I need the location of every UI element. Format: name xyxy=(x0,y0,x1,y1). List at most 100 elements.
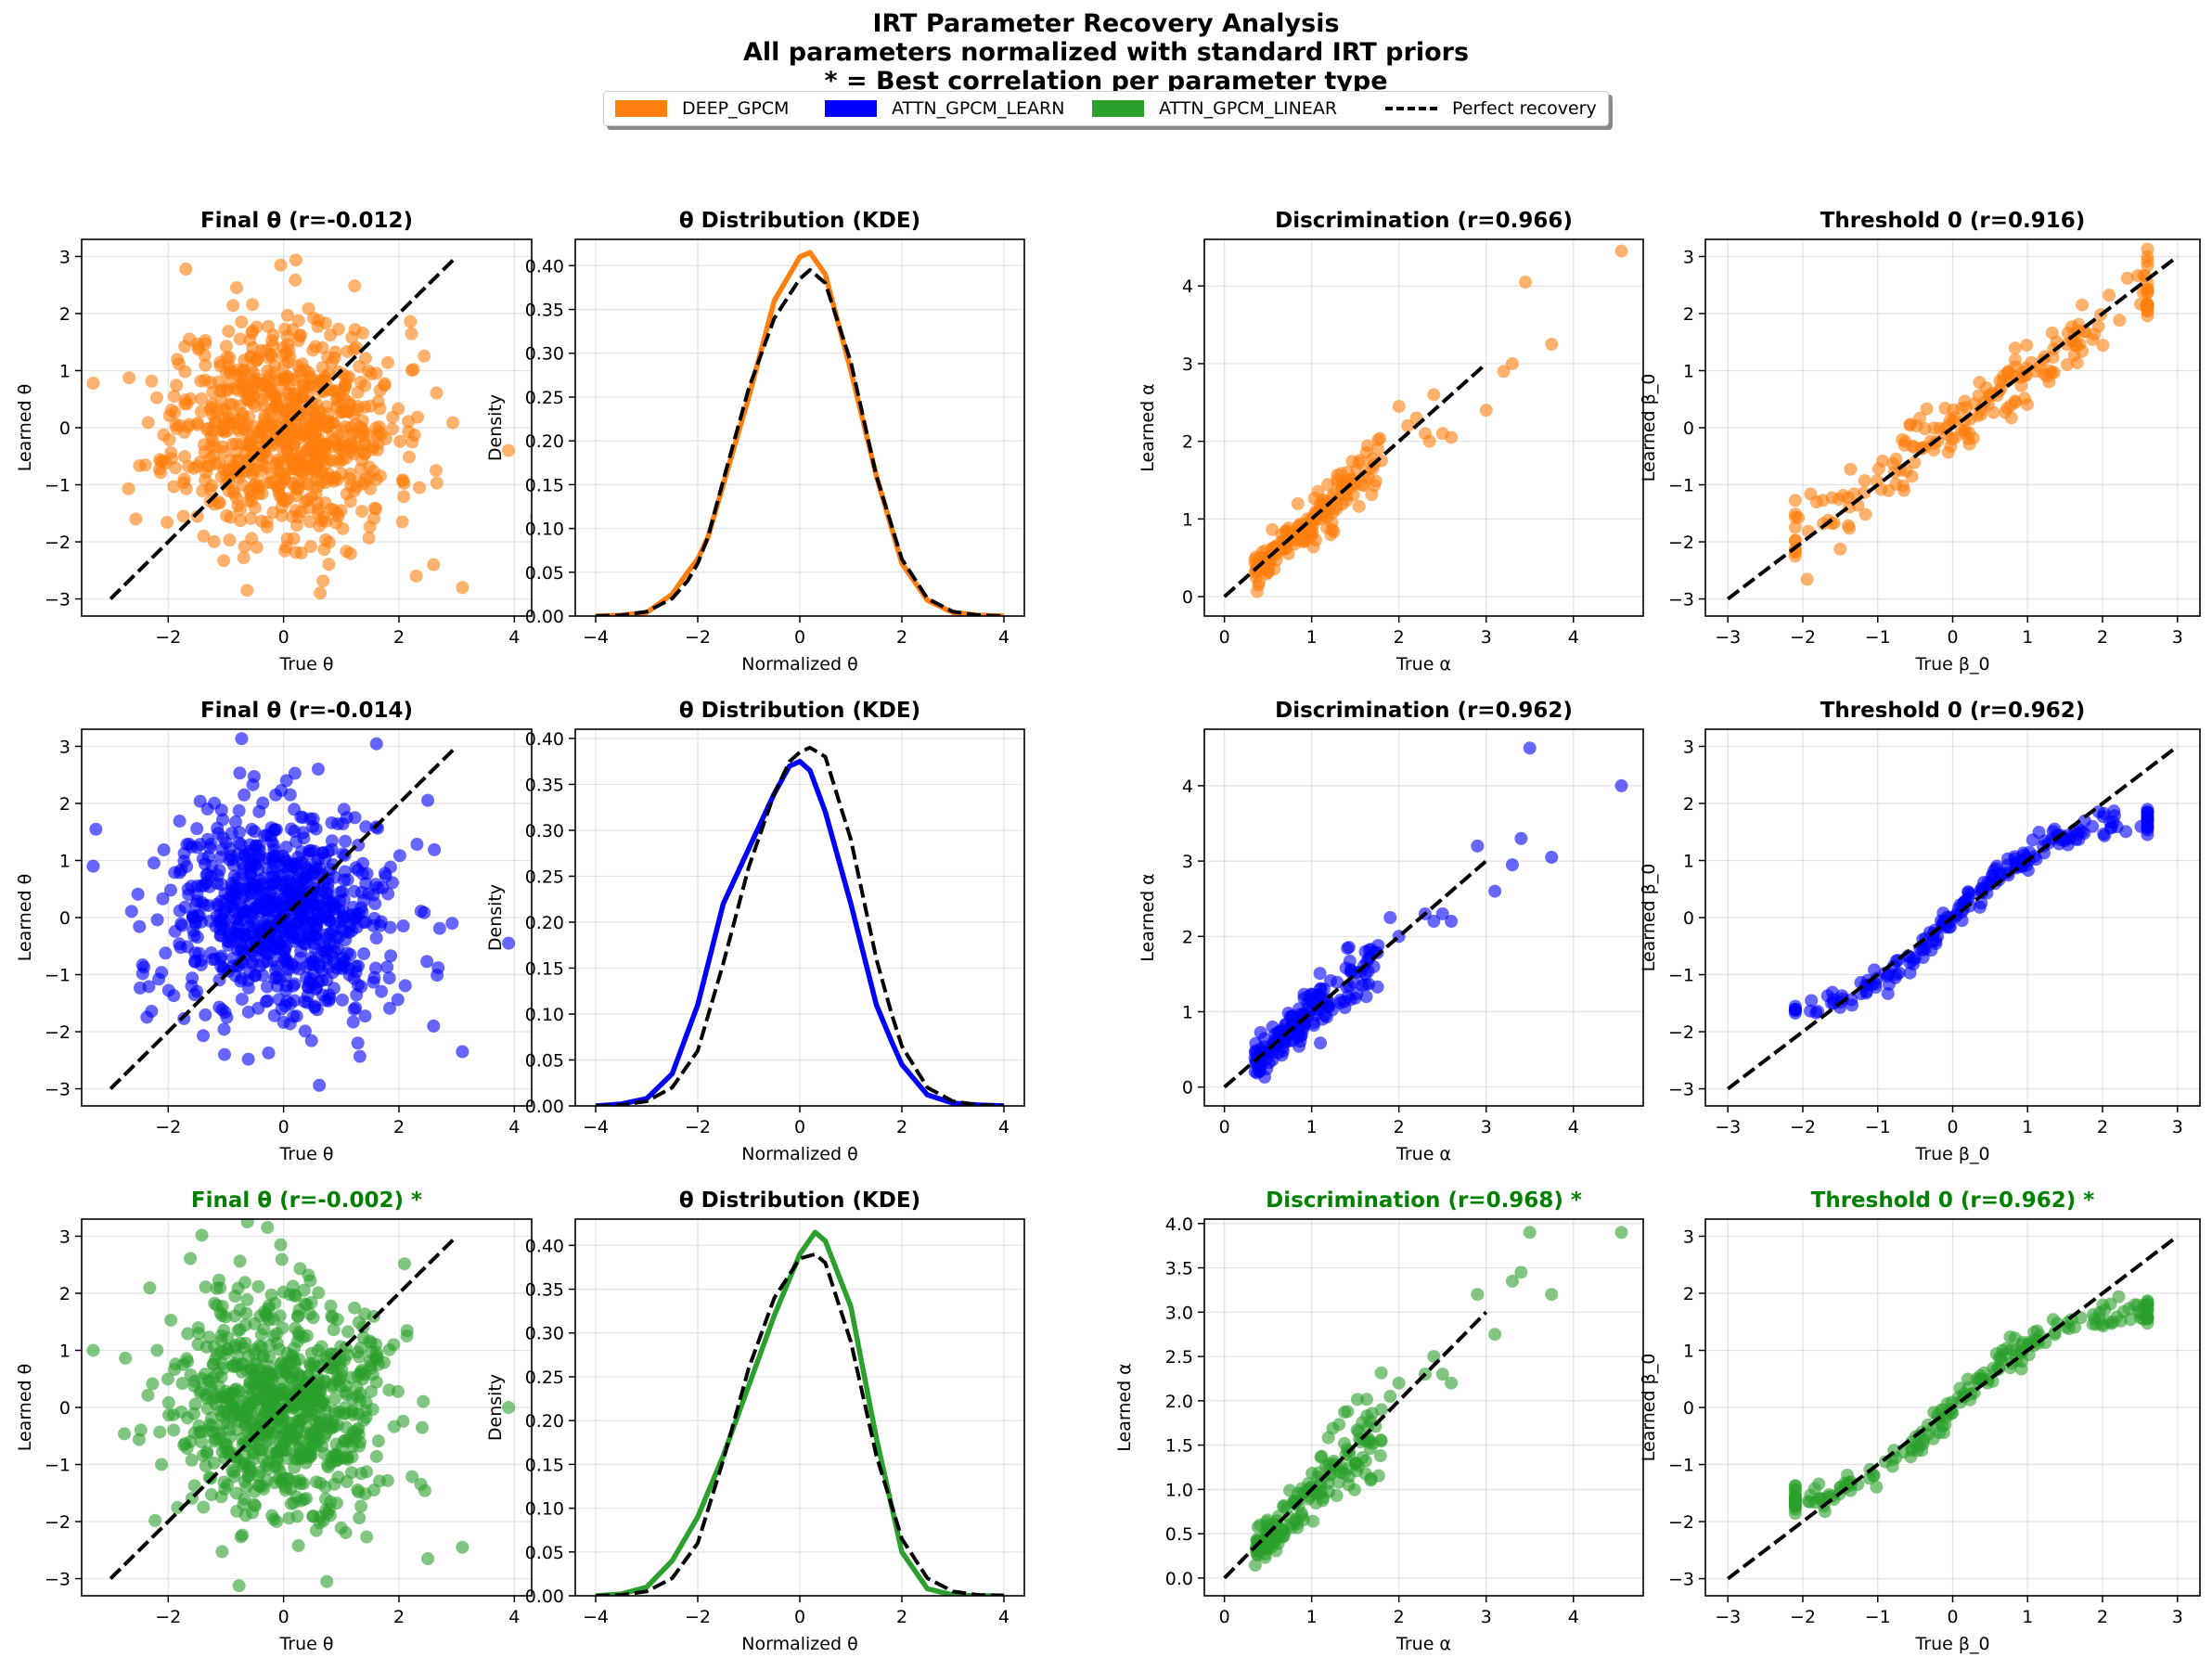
y-tick-label: 0.15 xyxy=(525,1455,564,1475)
y-tick-label: 1 xyxy=(1182,1003,1193,1023)
data-point xyxy=(240,1292,254,1306)
data-point xyxy=(1338,1406,1352,1420)
reference-density-line xyxy=(595,1252,1005,1596)
data-point xyxy=(364,1384,378,1398)
plot-area xyxy=(1727,1234,2179,1581)
data-point xyxy=(214,1370,228,1384)
data-point xyxy=(357,946,371,960)
data-point xyxy=(197,1500,211,1514)
data-point xyxy=(199,1008,212,1021)
data-point xyxy=(314,476,328,490)
data-point xyxy=(2048,1328,2062,1342)
y-tick-label: 2.5 xyxy=(1165,1347,1193,1368)
data-point xyxy=(1392,399,1406,413)
data-point xyxy=(1875,454,1889,468)
data-point xyxy=(148,1513,162,1527)
subplot-title: θ Distribution (KDE) xyxy=(679,699,920,723)
x-tick-label: 1 xyxy=(2022,1607,2033,1627)
data-point xyxy=(218,914,232,928)
data-point xyxy=(369,502,383,516)
data-point xyxy=(251,863,265,877)
data-point xyxy=(237,551,251,565)
data-point xyxy=(369,737,383,751)
data-point xyxy=(251,1279,265,1293)
data-point xyxy=(415,1420,429,1434)
data-point xyxy=(122,371,136,385)
y-tick-label: 1 xyxy=(59,361,71,381)
data-point xyxy=(2131,269,2145,283)
data-point xyxy=(146,1377,160,1391)
data-point xyxy=(1370,980,1384,994)
data-point xyxy=(265,900,279,914)
data-point xyxy=(1435,906,1449,920)
data-point xyxy=(380,355,394,369)
data-point xyxy=(311,507,325,520)
data-point xyxy=(145,374,159,388)
y-tick-label: 1.0 xyxy=(1165,1480,1193,1500)
data-point xyxy=(275,1362,289,1376)
data-point xyxy=(2141,810,2154,824)
data-point xyxy=(340,487,354,501)
data-point xyxy=(217,554,231,568)
x-tick-label: 0 xyxy=(1219,627,1230,648)
y-tick-label: 3 xyxy=(1683,247,1694,267)
data-point xyxy=(502,936,516,950)
data-point xyxy=(1614,778,1628,792)
legend-item-attn-gpcm-linear: ATTN_GPCM_LINEAR xyxy=(1092,92,1337,125)
y-tick-label: 2 xyxy=(1683,304,1694,325)
data-point xyxy=(341,1432,355,1446)
data-point xyxy=(1383,911,1397,924)
data-point xyxy=(141,416,155,430)
data-point xyxy=(2114,1314,2128,1328)
data-point xyxy=(384,949,398,963)
data-point xyxy=(238,1276,252,1290)
data-point xyxy=(380,1473,394,1487)
data-point xyxy=(341,946,354,960)
x-tick-label: 2 xyxy=(1394,627,1405,648)
data-point xyxy=(369,366,383,380)
data-point xyxy=(235,992,249,1006)
data-point xyxy=(323,1420,337,1434)
data-point xyxy=(234,514,248,528)
data-point xyxy=(164,1313,178,1327)
data-point xyxy=(353,1439,367,1453)
data-point xyxy=(180,1442,194,1456)
data-point xyxy=(1918,943,1932,957)
x-tick-label: −2 xyxy=(155,627,181,648)
data-point xyxy=(1918,422,1932,436)
data-point xyxy=(238,353,251,367)
data-point xyxy=(225,880,239,893)
data-point xyxy=(2008,1331,2022,1345)
data-point xyxy=(291,1309,305,1323)
data-point xyxy=(232,363,246,377)
data-point xyxy=(357,447,371,461)
data-point xyxy=(268,1412,282,1426)
perfect-recovery-line xyxy=(1223,1310,1488,1580)
data-point xyxy=(428,842,442,856)
data-point xyxy=(244,489,258,503)
data-point xyxy=(236,1528,250,1542)
x-tick-label: −2 xyxy=(155,1117,181,1137)
data-point xyxy=(2008,341,2022,355)
plot-area xyxy=(1223,1226,1628,1580)
data-point xyxy=(340,545,354,559)
data-point xyxy=(238,788,251,802)
data-point xyxy=(324,440,338,454)
data-point xyxy=(280,1471,294,1485)
data-point xyxy=(248,501,262,515)
data-point xyxy=(246,298,260,312)
x-tick-label: 2 xyxy=(1394,1117,1405,1137)
data-point xyxy=(429,464,443,478)
data-point xyxy=(339,1379,353,1393)
data-point xyxy=(396,919,410,933)
data-point xyxy=(270,397,284,411)
data-point xyxy=(124,905,138,918)
data-point xyxy=(279,894,293,908)
data-point xyxy=(352,1485,366,1499)
data-point xyxy=(1248,1559,1262,1573)
data-point xyxy=(187,1426,201,1440)
data-point xyxy=(1371,433,1385,447)
data-point xyxy=(162,1408,176,1422)
data-point xyxy=(405,364,418,378)
y-tick-label: 4 xyxy=(1182,777,1193,797)
